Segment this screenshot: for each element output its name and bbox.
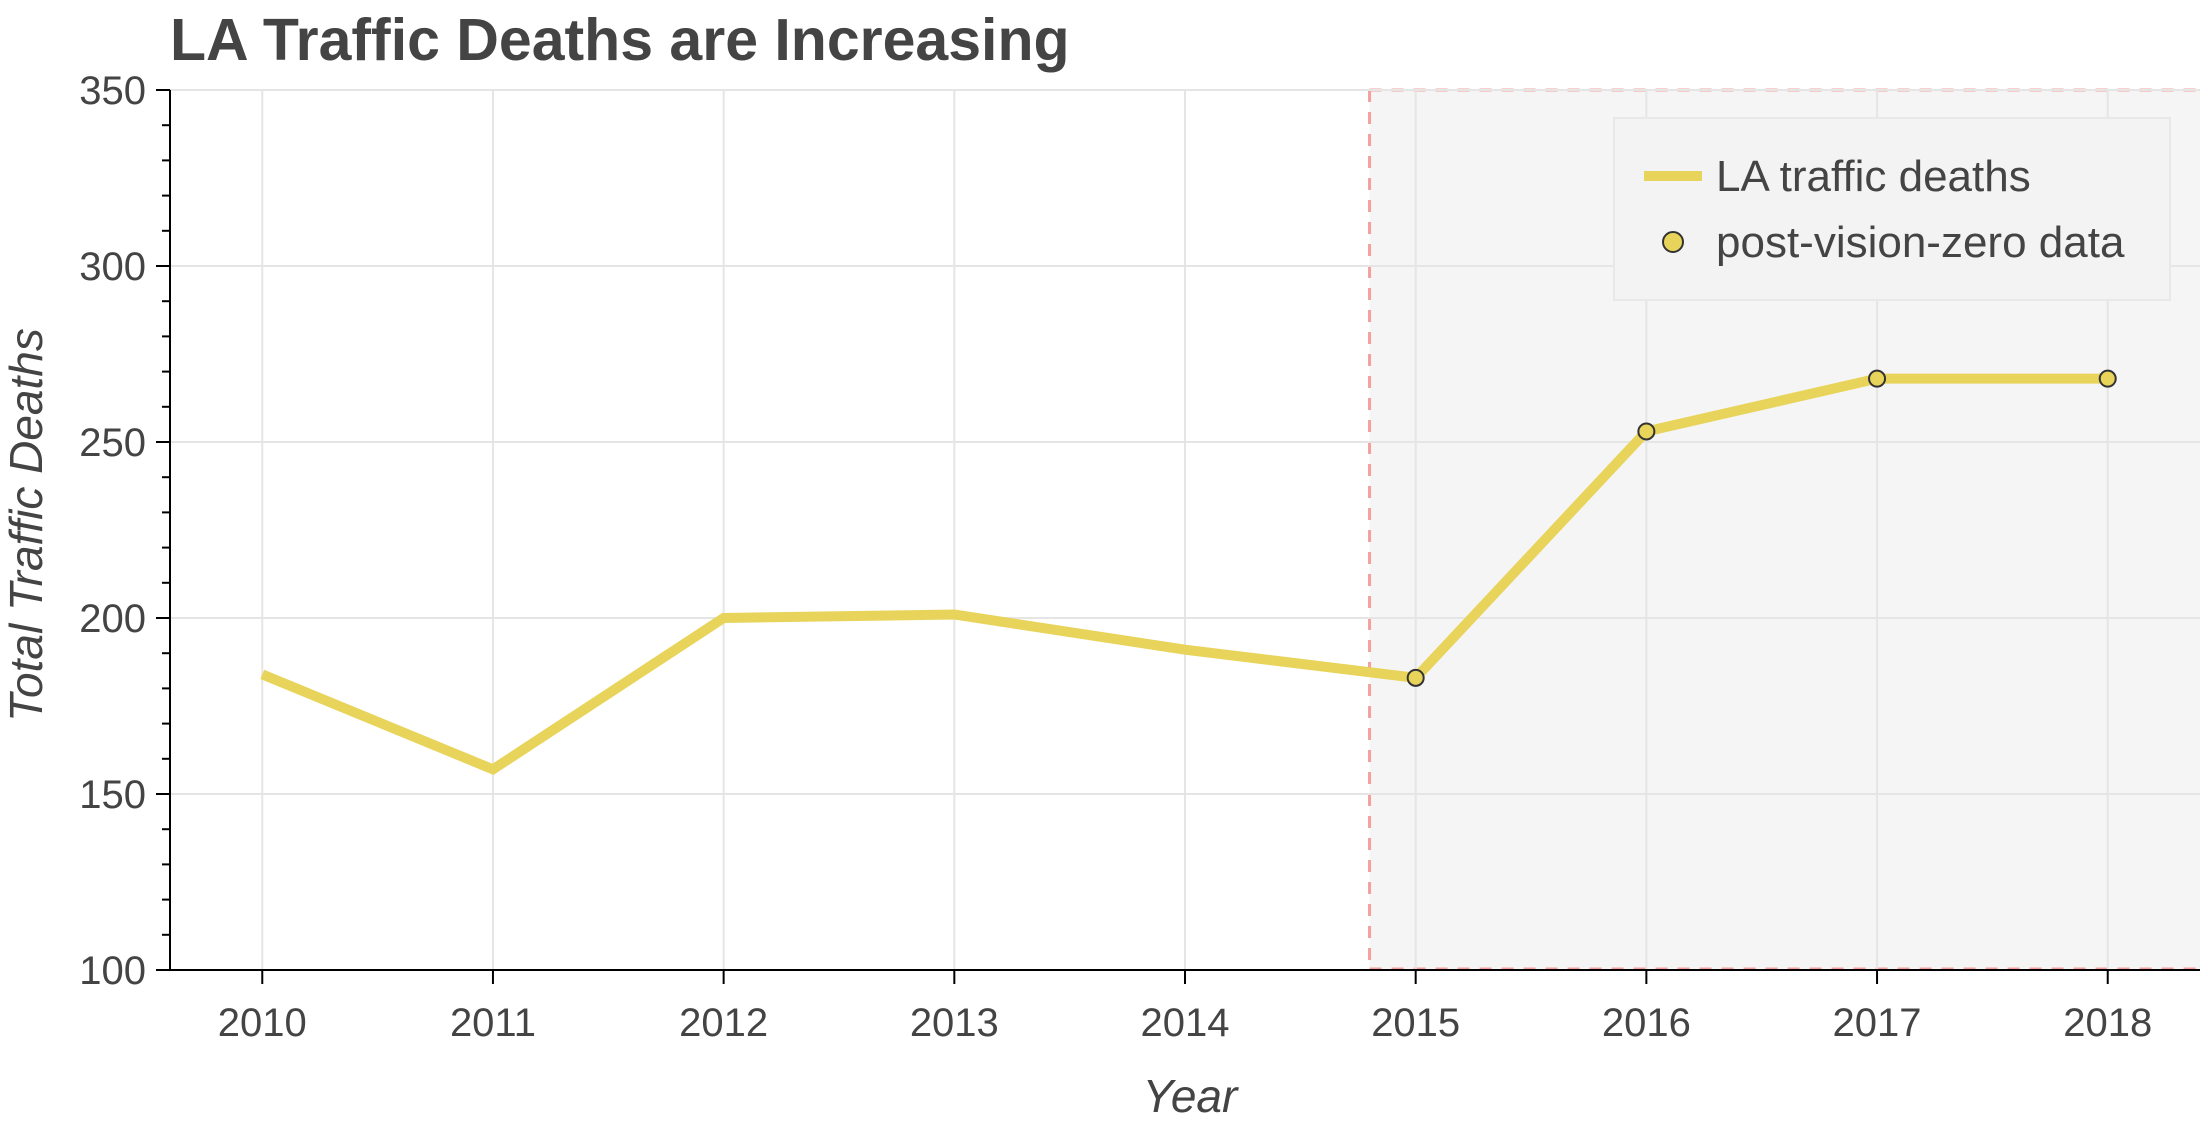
y-tick-label: 250	[79, 421, 146, 465]
x-tick-label: 2014	[1141, 1001, 1230, 1045]
legend-marker-swatch	[1662, 231, 1684, 253]
legend: LA traffic deaths post-vision-zero data	[1613, 117, 2171, 301]
data-point	[1868, 369, 1887, 388]
x-tick-label: 2018	[2063, 1001, 2152, 1045]
legend-box	[1613, 117, 2171, 301]
x-tick-label: 2016	[1602, 1001, 1691, 1045]
y-axis-label: Total Traffic Deaths	[0, 328, 52, 722]
x-tick-label: 2010	[218, 1001, 307, 1045]
legend-label: post-vision-zero data	[1716, 218, 2125, 267]
data-point	[1637, 422, 1656, 441]
x-tick-label: 2012	[679, 1001, 768, 1045]
x-axis-label: Year	[1143, 1070, 1239, 1122]
y-tick-label: 350	[79, 69, 146, 113]
axes-layer: 100 150 200 250 300 350 2010 2011 2012 2013 2014 20…	[79, 69, 2200, 1045]
chart-title: LA Traffic Deaths are Increasing	[170, 7, 1070, 73]
x-tick-label: 2013	[910, 1001, 999, 1045]
data-point	[1406, 668, 1425, 687]
y-tick-label: 200	[79, 597, 146, 641]
series-layer	[260, 369, 2117, 775]
y-tick-label: 150	[79, 773, 146, 817]
y-tick-label: 300	[79, 245, 146, 289]
series-line-la-traffic-deaths	[260, 373, 2108, 775]
x-tick-label: 2017	[1833, 1001, 1922, 1045]
data-point	[2098, 369, 2117, 388]
y-tick-label: 100	[79, 949, 146, 993]
x-tick-label: 2015	[1371, 1001, 1460, 1045]
legend-label: LA traffic deaths	[1716, 152, 2031, 201]
x-tick-label: 2011	[450, 1001, 536, 1045]
